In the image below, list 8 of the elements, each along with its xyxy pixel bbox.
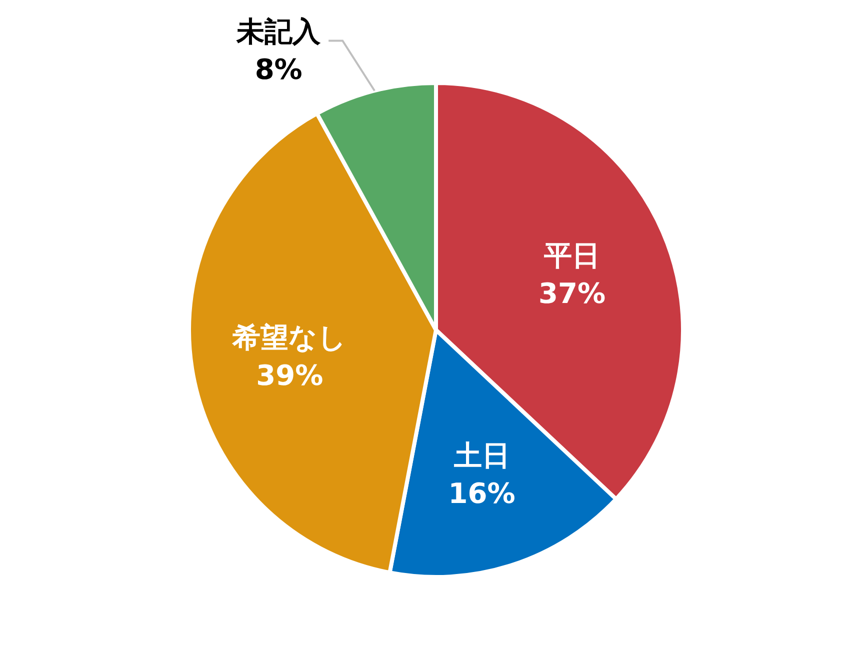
slice-label: 希望なし	[232, 321, 347, 354]
data-label: 39%	[256, 359, 324, 392]
data-label: 8%	[254, 52, 302, 86]
slice-label: 土日	[452, 438, 510, 472]
slice-label: 未記入	[236, 14, 322, 48]
data-label: 37%	[538, 277, 606, 310]
slice-label: 平日	[543, 239, 600, 272]
data-label: 16%	[448, 476, 516, 510]
